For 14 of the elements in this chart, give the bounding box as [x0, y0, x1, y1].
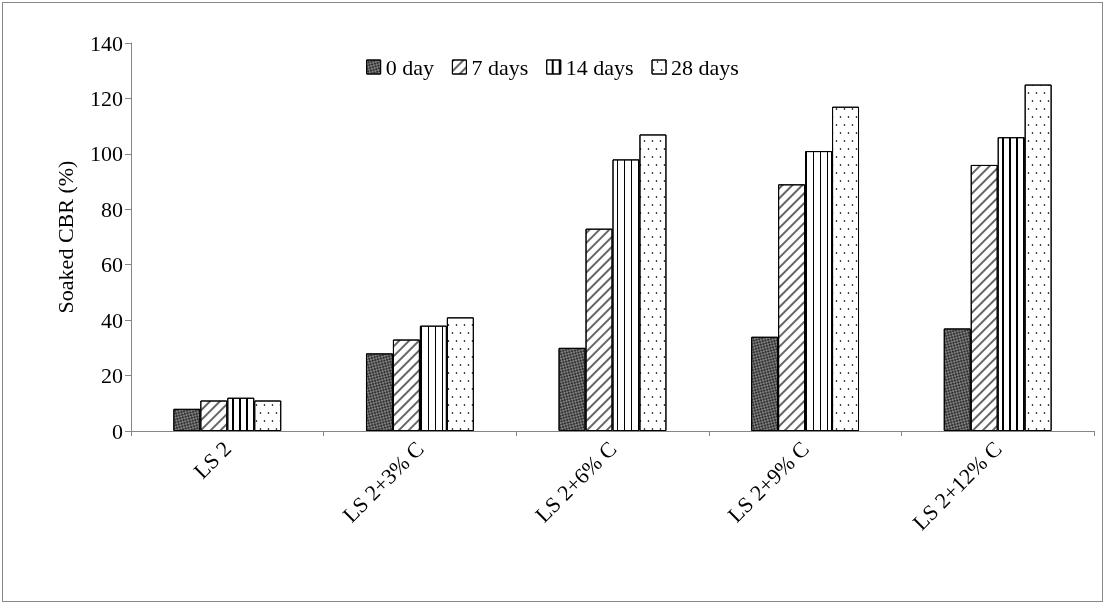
legend-label: 28 days [671, 54, 739, 80]
legend-label: 7 days [471, 54, 529, 80]
y-tick-label: 0 [112, 418, 123, 444]
legend-label: 14 days [565, 54, 634, 80]
y-tick-label: 80 [101, 196, 123, 222]
y-tick-label: 20 [101, 363, 123, 389]
y-tick-label: 120 [90, 85, 123, 111]
x-tick-label: LS 2 [188, 436, 237, 484]
y-tick-label: 40 [101, 307, 123, 333]
y-tick-label: 100 [90, 141, 123, 167]
y-tick-label: 60 [101, 252, 123, 278]
y-axis-title: Soaked CBR (%) [52, 160, 78, 314]
y-tick-label: 140 [90, 30, 123, 56]
legend-label: 0 day [385, 54, 434, 80]
